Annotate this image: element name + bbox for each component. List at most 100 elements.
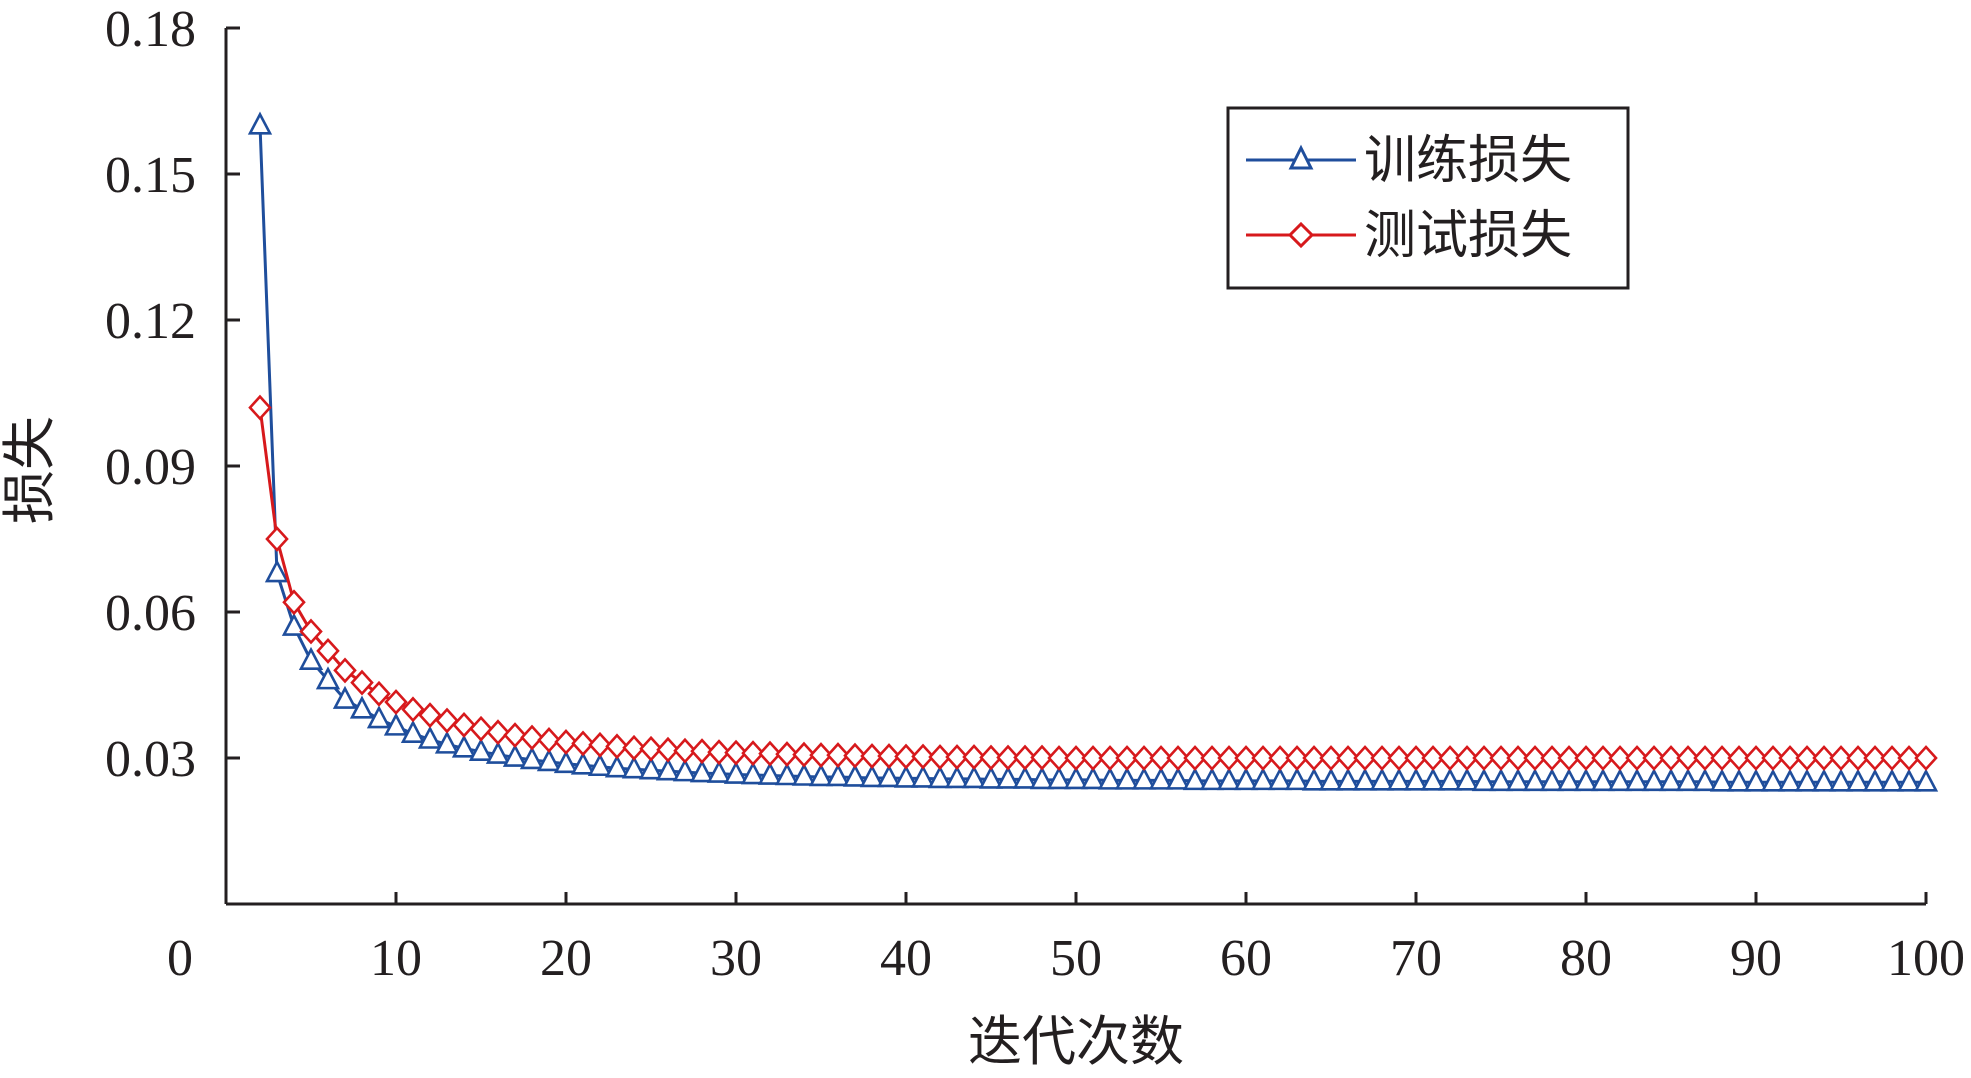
data-point	[281, 612, 307, 636]
data-point	[1727, 745, 1751, 771]
data-point	[1387, 745, 1411, 771]
data-point	[1115, 745, 1139, 771]
data-point	[1556, 768, 1582, 792]
y-tick-label: 0.06	[105, 585, 196, 642]
x-tick-label: 50	[1050, 930, 1102, 987]
y-axis-title: 损失	[0, 416, 60, 524]
data-point	[826, 742, 850, 769]
data-point	[1148, 766, 1174, 790]
data-point	[1913, 768, 1939, 792]
data-point	[554, 729, 578, 755]
data-point	[417, 725, 443, 749]
x-tick-label: 80	[1560, 930, 1612, 987]
x-tick-label: 0	[167, 930, 193, 987]
data-point	[366, 705, 392, 729]
data-point	[503, 722, 527, 749]
data-point	[265, 526, 289, 552]
data-point	[1811, 768, 1837, 792]
data-point	[723, 760, 749, 784]
data-point	[1590, 768, 1616, 792]
data-point	[622, 734, 646, 761]
data-point	[707, 739, 731, 766]
data-point	[350, 669, 374, 696]
data-point	[1744, 745, 1768, 771]
data-point	[418, 702, 442, 729]
data-point	[791, 762, 817, 786]
data-point	[553, 750, 579, 774]
data-point	[706, 759, 732, 783]
data-point	[1012, 765, 1038, 789]
data-point	[247, 111, 273, 135]
data-point	[1761, 745, 1785, 771]
data-point	[1097, 766, 1123, 790]
data-point	[1489, 745, 1513, 771]
data-point	[332, 685, 358, 709]
data-point	[979, 744, 1003, 771]
data-point	[434, 730, 460, 754]
data-point	[1642, 745, 1666, 771]
data-point	[825, 763, 851, 787]
legend-item-test: 测试损失	[1246, 208, 1572, 265]
data-point	[1658, 768, 1684, 792]
data-point	[911, 743, 935, 770]
data-point	[1472, 745, 1496, 771]
data-point	[1098, 745, 1122, 771]
data-point	[502, 743, 528, 767]
data-point	[1403, 767, 1429, 791]
data-point	[605, 733, 629, 760]
x-tick-label: 60	[1220, 930, 1272, 987]
legend-item-train: 训练损失	[1246, 133, 1572, 190]
data-point	[1641, 768, 1667, 792]
x-tick-label: 10	[370, 930, 422, 987]
data-point	[469, 715, 493, 742]
data-point	[383, 712, 409, 736]
data-point	[1030, 744, 1054, 771]
data-point	[1149, 745, 1173, 771]
data-point	[1675, 768, 1701, 792]
series-0	[247, 111, 1939, 792]
data-point	[1047, 745, 1071, 771]
data-point	[945, 744, 969, 770]
data-point	[672, 758, 698, 782]
data-point	[401, 696, 425, 723]
data-point	[384, 689, 408, 715]
data-point	[621, 755, 647, 779]
data-point	[282, 589, 306, 616]
data-point	[315, 666, 341, 690]
data-point	[1301, 767, 1327, 791]
x-tick-label: 20	[540, 930, 592, 987]
data-point	[349, 695, 375, 719]
legend-label-train: 训练损失	[1364, 133, 1572, 190]
data-point	[299, 618, 323, 645]
data-point	[1607, 768, 1633, 792]
data-point	[1200, 745, 1224, 771]
data-point	[655, 757, 681, 781]
data-point	[1896, 768, 1922, 792]
data-point	[842, 763, 868, 787]
data-point	[996, 744, 1020, 771]
data-point	[588, 731, 612, 758]
data-point	[1353, 745, 1377, 771]
data-point	[1794, 768, 1820, 792]
data-point	[1693, 745, 1717, 771]
data-point	[1268, 745, 1292, 771]
y-ticks: 0.03 0.06 0.09 0.12 0.15 0.18	[105, 1, 240, 788]
data-point	[1131, 766, 1157, 790]
data-point	[1879, 768, 1905, 792]
data-point	[758, 740, 782, 767]
data-point	[485, 740, 511, 764]
data-point	[1608, 745, 1632, 771]
x-tick-label: 30	[710, 930, 762, 987]
data-point	[1795, 745, 1819, 771]
data-point	[893, 764, 919, 788]
data-point	[1676, 745, 1700, 771]
data-point	[1846, 745, 1870, 771]
data-point	[690, 738, 714, 765]
data-point	[316, 638, 340, 664]
data-point	[1845, 768, 1871, 792]
data-point	[876, 764, 902, 788]
data-point	[927, 765, 953, 789]
data-point	[1862, 768, 1888, 792]
data-point	[1829, 745, 1853, 771]
